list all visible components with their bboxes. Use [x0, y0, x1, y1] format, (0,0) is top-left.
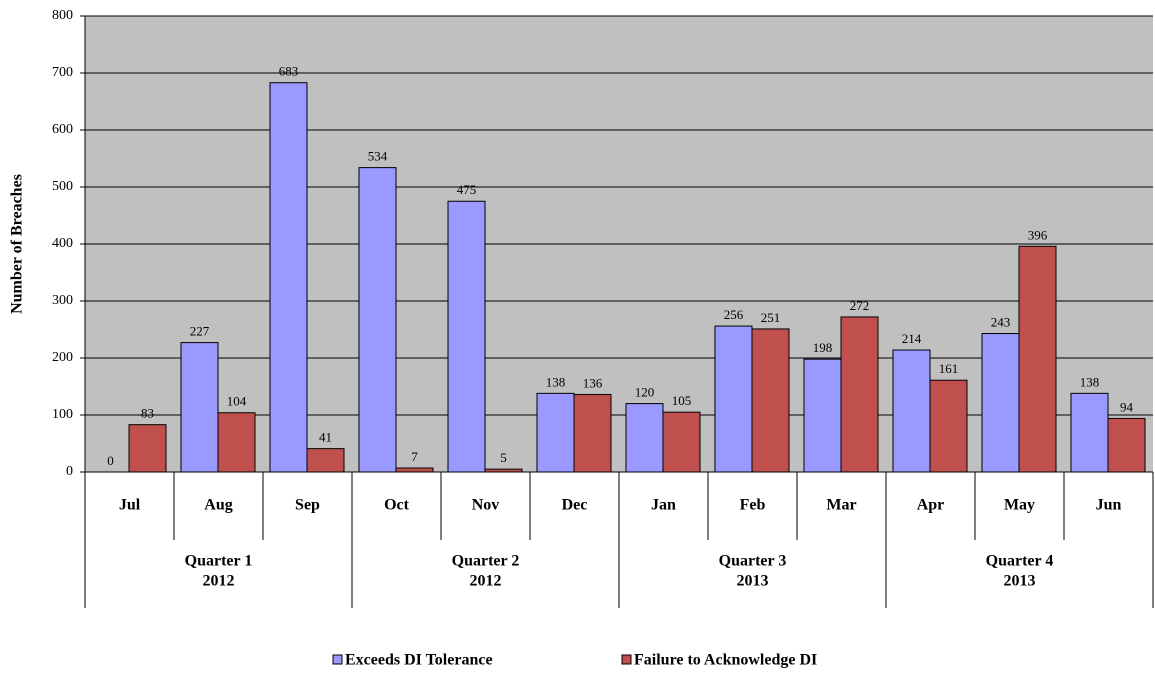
group-year: 2012	[203, 573, 235, 590]
group-year: 2012	[470, 573, 502, 590]
legend-label: Failure to Acknowledge DI	[634, 652, 817, 669]
data-label: 138	[546, 374, 566, 389]
x-tick-label: Feb	[740, 497, 766, 514]
data-label: 475	[457, 182, 477, 197]
data-label: 272	[850, 298, 870, 313]
data-label: 104	[227, 394, 247, 409]
x-tick-label: Apr	[917, 497, 945, 514]
bar	[981, 332, 1020, 473]
data-label: 243	[991, 314, 1011, 329]
bar	[447, 200, 486, 473]
bar	[751, 328, 790, 473]
bar	[714, 325, 753, 473]
x-tick-label: Jun	[1096, 497, 1122, 514]
group-label: Quarter 2	[452, 553, 520, 570]
bar	[128, 424, 167, 473]
y-tick-label: 100	[52, 407, 73, 422]
data-label: 0	[107, 453, 114, 468]
x-tick-label: Jul	[119, 497, 141, 514]
x-tick-label: Nov	[472, 497, 500, 514]
y-tick-label: 800	[52, 8, 73, 23]
data-label: 5	[500, 450, 507, 465]
x-tick-label: Dec	[562, 497, 588, 514]
bar	[1107, 417, 1146, 473]
bar	[840, 316, 879, 473]
bar	[573, 393, 612, 473]
y-tick-label: 600	[52, 122, 73, 137]
data-label: 161	[939, 361, 959, 376]
y-tick-label: 200	[52, 350, 73, 365]
data-label: 683	[279, 64, 299, 79]
x-tick-label: Oct	[384, 497, 410, 514]
x-tick-label: Mar	[826, 497, 856, 514]
y-tick-label: 300	[52, 293, 73, 308]
data-label: 138	[1080, 374, 1100, 389]
x-tick-label: Aug	[204, 497, 232, 514]
group-label: Quarter 4	[986, 553, 1054, 570]
bar	[929, 379, 968, 473]
x-tick-label: Jan	[651, 497, 676, 514]
legend-swatch	[332, 654, 343, 665]
data-label: 41	[319, 430, 332, 445]
group-label: Quarter 3	[719, 553, 787, 570]
data-label: 534	[368, 149, 388, 164]
y-tick-label: 0	[66, 464, 73, 479]
data-label: 136	[583, 375, 603, 390]
bar	[217, 412, 256, 473]
data-label: 83	[141, 406, 154, 421]
data-label: 198	[813, 340, 833, 355]
data-label: 7	[411, 449, 418, 464]
bar	[269, 82, 308, 473]
y-tick-label: 700	[52, 65, 73, 80]
bar	[625, 403, 664, 473]
group-year: 2013	[737, 573, 769, 590]
legend-swatch	[621, 654, 632, 665]
bar	[306, 448, 345, 473]
data-label: 251	[761, 310, 781, 325]
bar	[892, 349, 931, 473]
data-label: 396	[1028, 227, 1048, 242]
data-label: 94	[1120, 399, 1134, 414]
x-tick-label: Sep	[295, 497, 320, 514]
bar	[1070, 392, 1109, 473]
bar	[395, 467, 434, 473]
y-tick-label: 500	[52, 179, 73, 194]
data-label: 256	[724, 307, 744, 322]
x-tick-label: May	[1004, 497, 1035, 514]
bar	[358, 167, 397, 473]
data-label: 105	[672, 393, 692, 408]
data-label: 120	[635, 385, 655, 400]
bar	[536, 392, 575, 473]
group-label: Quarter 1	[185, 553, 253, 570]
data-label: 214	[902, 331, 922, 346]
y-tick-label: 400	[52, 236, 73, 251]
bar	[180, 342, 219, 473]
bar	[803, 358, 842, 473]
bar	[662, 411, 701, 473]
y-axis-label: Number of Breaches	[9, 174, 26, 314]
group-year: 2013	[1004, 573, 1036, 590]
legend-label: Exceeds DI Tolerance	[345, 652, 493, 669]
data-label: 227	[190, 324, 210, 339]
bar	[1018, 245, 1057, 473]
